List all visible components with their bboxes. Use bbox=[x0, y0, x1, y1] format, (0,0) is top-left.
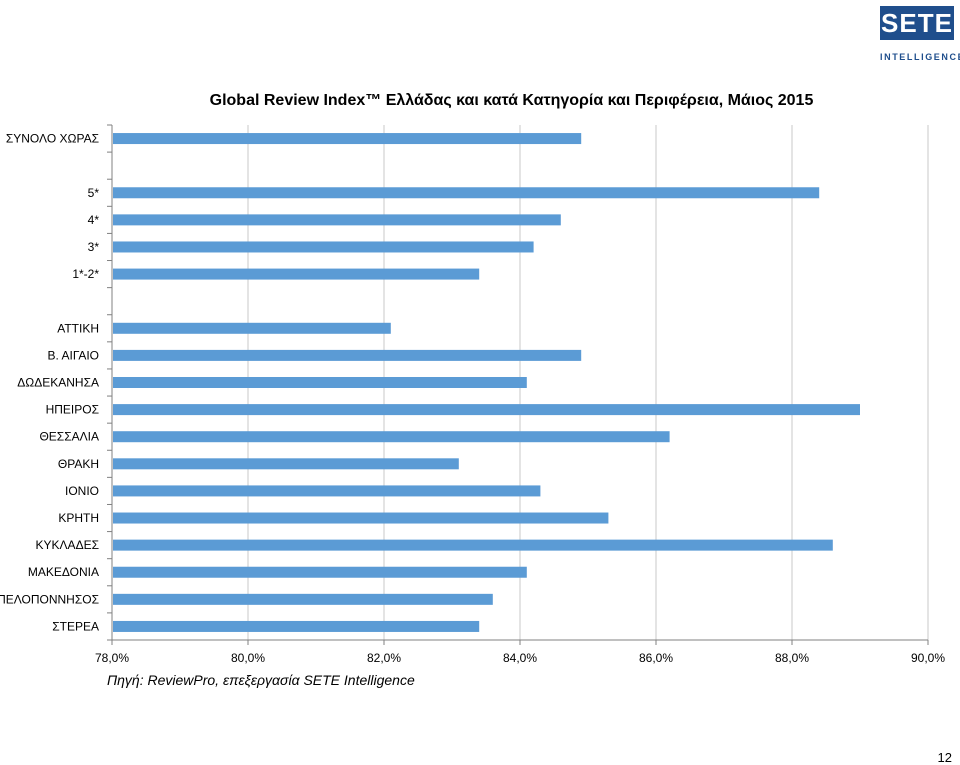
bar bbox=[113, 214, 561, 226]
bar bbox=[113, 593, 493, 605]
category-label: ΜΑΚΕΔΟΝΙΑ bbox=[28, 565, 99, 579]
sete-intelligence-logo: SETE INTELLIGENCE bbox=[880, 6, 960, 62]
category-label: 1*-2* bbox=[72, 267, 99, 281]
x-tick-label: 82,0% bbox=[367, 651, 401, 665]
logo-subtitle: INTELLIGENCE bbox=[880, 52, 960, 62]
category-label: ΣΥΝΟΛΟ ΧΩΡΑΣ bbox=[6, 132, 99, 146]
bar bbox=[113, 431, 670, 443]
bar bbox=[113, 322, 391, 334]
bar-chart: ΣΥΝΟΛΟ ΧΩΡΑΣ 5* 4* 3* 1*-2* ΑΤΤΙΚΗ Β. ΑΙΓΑΙΟ ΔΩ… bbox=[0, 124, 945, 665]
category-label: ΚΡΗΤΗ bbox=[58, 511, 99, 525]
bar bbox=[113, 377, 527, 388]
category-label: ΚΥΚΛΑΔΕΣ bbox=[36, 538, 99, 552]
bar bbox=[113, 458, 459, 470]
category-label: ΗΠΕΙΡΟΣ bbox=[46, 403, 99, 417]
category-label: ΙΟΝΙΟ bbox=[65, 484, 99, 498]
bar bbox=[113, 133, 582, 145]
x-tick-label: 80,0% bbox=[231, 651, 265, 665]
bar bbox=[113, 566, 527, 578]
category-label: Β. ΑΙΓΑΙΟ bbox=[47, 348, 99, 362]
bar bbox=[113, 620, 480, 632]
category-label: ΘΡΑΚΗ bbox=[58, 457, 99, 471]
page-number: 12 bbox=[937, 750, 952, 765]
axes bbox=[107, 124, 929, 645]
bar bbox=[113, 268, 480, 280]
category-label: ΔΩΔΕΚΑΝΗΣΑ bbox=[17, 376, 99, 390]
category-label: ΠΕΛΟΠΟΝΝΗΣΟΣ bbox=[0, 592, 99, 606]
category-labels: ΣΥΝΟΛΟ ΧΩΡΑΣ 5* 4* 3* 1*-2* ΑΤΤΙΚΗ Β. ΑΙΓΑΙΟ ΔΩ… bbox=[0, 132, 99, 634]
category-label: ΘΕΣΣΑΛΙΑ bbox=[39, 430, 99, 444]
bar bbox=[113, 349, 582, 361]
chart-title: Global Review Index™ Ελλάδας και κατά Κα… bbox=[209, 92, 814, 109]
x-tick-label: 90,0% bbox=[911, 651, 945, 665]
x-tick-label: 78,0% bbox=[95, 651, 129, 665]
bar bbox=[113, 485, 541, 497]
category-label: 5* bbox=[88, 186, 100, 200]
x-tick-label: 88,0% bbox=[775, 651, 809, 665]
x-tick-label: 86,0% bbox=[639, 651, 673, 665]
category-label: 3* bbox=[88, 240, 100, 254]
bar bbox=[113, 404, 860, 416]
tick-labels: 78,0% 80,0% 82,0% 84,0% 86,0% 88,0% 90,0% bbox=[95, 651, 945, 665]
x-tick-label: 84,0% bbox=[503, 651, 537, 665]
bar bbox=[113, 187, 820, 199]
bar bbox=[113, 241, 534, 253]
category-label: 4* bbox=[88, 213, 100, 227]
bar bbox=[113, 512, 609, 524]
bar bbox=[113, 539, 833, 551]
category-label: ΣΤΕΡΕΑ bbox=[52, 619, 99, 633]
logo-brand: SETE bbox=[880, 6, 954, 40]
category-label: ΑΤΤΙΚΗ bbox=[57, 321, 99, 335]
bars bbox=[113, 133, 860, 632]
source-note: Πηγή: ReviewPro, επεξεργασία SETE Intell… bbox=[107, 672, 415, 688]
